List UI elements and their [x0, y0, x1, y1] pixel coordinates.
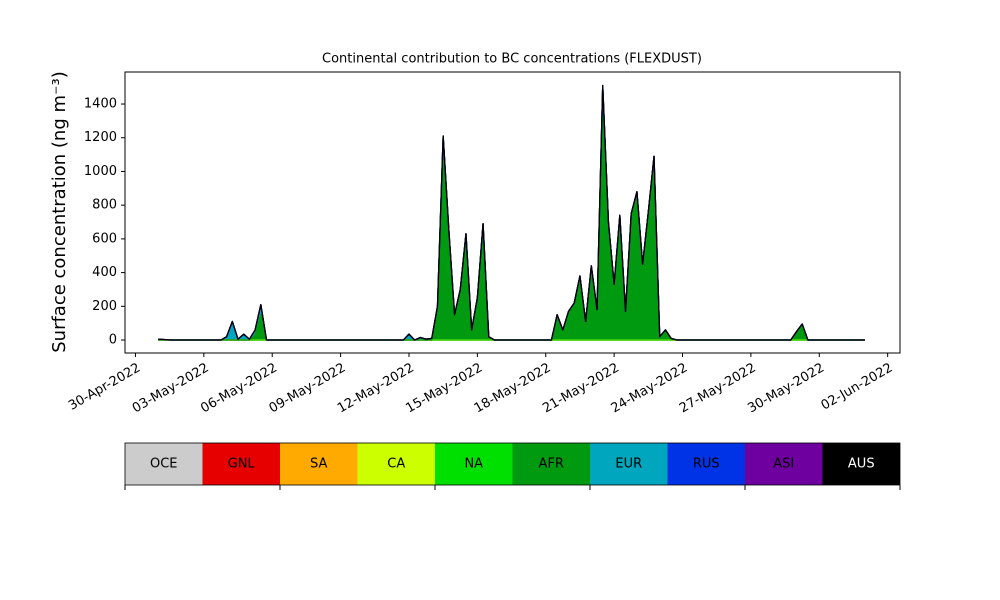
- y-tick-label: 1400: [84, 97, 117, 112]
- legend-swatch: [357, 443, 435, 485]
- legend-swatch: [125, 443, 203, 485]
- x-tick-label: 02-Jun-2022: [819, 361, 896, 414]
- y-tick-label: 200: [92, 299, 117, 314]
- legend-label: OCE: [150, 457, 178, 472]
- legend-swatch: [435, 443, 513, 485]
- x-tick-label: 30-May-2022: [745, 361, 827, 417]
- area: [158, 85, 865, 341]
- chart-title: Continental contribution to BC concentra…: [322, 52, 702, 67]
- area-edge: [158, 84, 865, 341]
- y-tick-label: 800: [92, 198, 117, 213]
- legend-label: ASI: [773, 457, 794, 472]
- area: [158, 85, 865, 341]
- legend-swatch: [822, 443, 900, 485]
- legend-swatch: [667, 443, 745, 485]
- x-tick-label: 18-May-2022: [472, 361, 554, 417]
- x-tick-label: 06-May-2022: [198, 361, 280, 417]
- legend-label: GNL: [228, 457, 256, 472]
- area: [158, 85, 865, 341]
- x-tick-label: 03-May-2022: [130, 361, 212, 417]
- legend-label: AUS: [848, 457, 875, 472]
- x-tick-label: 12-May-2022: [335, 361, 417, 417]
- y-tick-label: 1000: [84, 164, 117, 179]
- legend-label: RUS: [693, 457, 720, 472]
- area-edge: [158, 84, 865, 341]
- area-edge: [158, 84, 865, 341]
- area-edge: [158, 84, 865, 341]
- legend-swatch: [590, 443, 668, 485]
- area: [158, 85, 865, 341]
- legend-label: SA: [310, 457, 327, 472]
- y-tick-label: 600: [92, 231, 117, 246]
- x-tick-label: 21-May-2022: [540, 361, 622, 417]
- legend-label: EUR: [615, 457, 642, 472]
- x-tick-label: 15-May-2022: [403, 361, 485, 417]
- legend-swatch: [280, 443, 358, 485]
- y-tick-label: 1200: [84, 130, 117, 145]
- legend-label: AFR: [539, 457, 564, 472]
- legend-swatch: [512, 443, 590, 485]
- legend-swatch: [745, 443, 823, 485]
- x-tick-label: 09-May-2022: [267, 361, 349, 417]
- area: [158, 85, 865, 341]
- area-edge: [158, 84, 865, 341]
- legend-frame: [124, 442, 901, 486]
- y-tick-label: 0: [109, 333, 117, 348]
- x-tick-label: 24-May-2022: [609, 361, 691, 417]
- plot-frame: [124, 71, 901, 354]
- legend-swatch: [202, 443, 280, 485]
- legend-label: CA: [387, 457, 405, 472]
- x-tick-label: 27-May-2022: [677, 361, 759, 417]
- y-tick-label: 400: [92, 265, 117, 280]
- y-axis-label: Surface concentration (ng m⁻³): [49, 71, 70, 353]
- legend-label: NA: [464, 457, 483, 472]
